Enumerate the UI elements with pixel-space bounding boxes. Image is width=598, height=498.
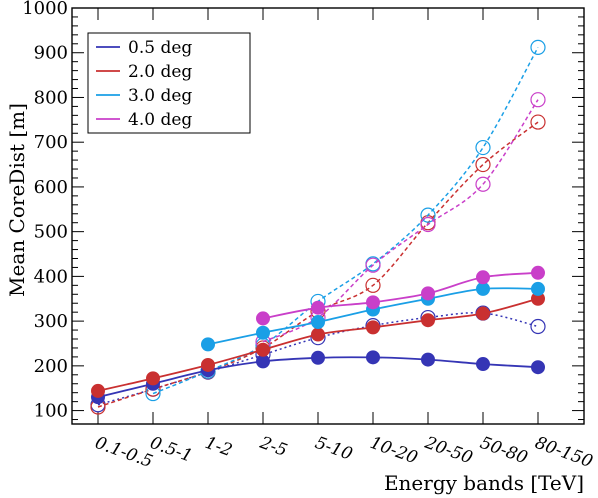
- data-point-open: [475, 156, 491, 173]
- x-axis-title: Energy bands [TeV]: [384, 471, 584, 495]
- y-tick-label: 900: [34, 43, 68, 64]
- data-point: [256, 354, 270, 369]
- data-point: [311, 315, 325, 330]
- x-tick-label: 50-80: [477, 433, 530, 469]
- series-line: [262, 99, 539, 343]
- y-tick-label: 100: [34, 401, 68, 422]
- data-point: [311, 327, 325, 342]
- data-point: [531, 265, 545, 280]
- y-tick-label: 200: [34, 356, 68, 377]
- legend-label: 0.5 deg: [128, 38, 192, 58]
- legend-box: [87, 32, 251, 134]
- y-tick-label: 300: [34, 311, 68, 332]
- data-point: [421, 313, 435, 328]
- legend-label: 3.0 deg: [128, 86, 192, 106]
- y-axis: 100 200 300 400 500 600 700 800 900 1000: [22, 0, 584, 422]
- y-tick-label: 700: [34, 132, 68, 153]
- data-point: [531, 281, 545, 296]
- data-point-open: [420, 216, 436, 233]
- x-tick-label: 2-5: [256, 433, 290, 462]
- y-tick-label: 500: [34, 222, 68, 243]
- legend-label: 2.0 deg: [128, 62, 192, 82]
- y-tick-label: 600: [34, 177, 68, 198]
- data-point-open: [475, 176, 491, 192]
- data-point: [476, 357, 490, 372]
- y-tick-label: 800: [34, 87, 68, 108]
- data-point: [256, 325, 270, 340]
- data-point: [91, 383, 105, 398]
- data-point: [311, 350, 325, 365]
- data-point: [311, 300, 325, 315]
- data-point: [421, 352, 435, 367]
- data-point-open: [475, 139, 491, 156]
- data-point: [366, 350, 380, 365]
- x-tick-label: 0.5-1: [147, 433, 195, 467]
- data-point: [476, 306, 490, 321]
- x-tick-label: 0.1-0.5: [92, 433, 155, 472]
- data-point: [421, 286, 435, 301]
- data-point: [476, 270, 490, 285]
- x-tick-label: 80-150: [532, 433, 595, 472]
- data-point-open: [420, 207, 436, 223]
- x-tick-label: 10-20: [367, 433, 420, 469]
- data-point: [366, 320, 380, 335]
- data-point: [366, 295, 380, 310]
- data-point-open: [530, 318, 546, 335]
- x-tick-label: 1-2: [202, 433, 235, 461]
- data-point: [531, 360, 545, 375]
- series-layer: [90, 39, 546, 415]
- legend: 0.5 deg 2.0 deg 3.0 deg 4.0 deg: [87, 32, 251, 134]
- y-tick-label: 1000: [22, 0, 68, 19]
- data-point: [201, 337, 215, 352]
- y-axis-title: Mean CoreDist [m]: [5, 103, 29, 297]
- data-point: [201, 357, 215, 372]
- legend-label: 4.0 deg: [128, 110, 192, 130]
- data-point: [256, 342, 270, 357]
- x-tick-label: 5-10: [312, 433, 355, 465]
- y-tick-label: 400: [34, 266, 68, 287]
- data-point-open: [365, 257, 381, 273]
- x-tick-label: 20-50: [421, 433, 475, 469]
- data-point-open: [530, 92, 546, 108]
- data-point: [256, 311, 270, 326]
- data-point-open: [530, 39, 546, 55]
- data-point-open: [365, 277, 381, 293]
- data-point: [476, 281, 490, 296]
- data-point-open: [530, 114, 546, 130]
- data-point: [146, 371, 160, 386]
